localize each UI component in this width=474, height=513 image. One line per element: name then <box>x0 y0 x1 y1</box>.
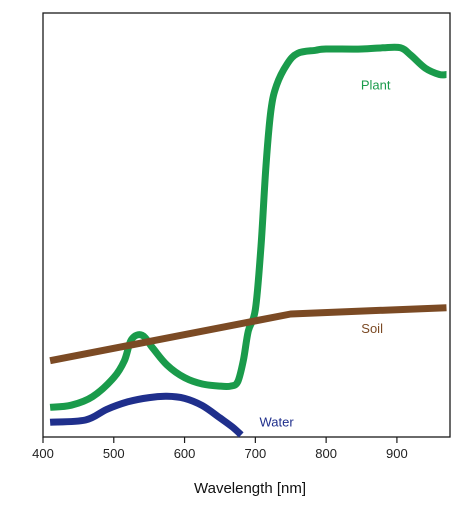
water-series-label: Water <box>259 414 294 429</box>
x-axis-title: Wavelength [nm] <box>194 480 306 497</box>
plot-frame <box>42 12 451 438</box>
water-series-line <box>49 392 244 438</box>
x-tick-label: 800 <box>315 446 337 461</box>
x-tick-label: 900 <box>386 446 408 461</box>
series-lines <box>49 43 447 438</box>
series-labels: Plant Soil Water <box>259 77 390 429</box>
plant-series-line <box>49 43 447 411</box>
x-tick-label: 400 <box>32 446 54 461</box>
x-tick-label: 600 <box>174 446 196 461</box>
x-axis-ticks: 400 500 600 700 800 900 <box>32 437 408 461</box>
x-tick-label: 700 <box>244 446 266 461</box>
x-tick-label: 500 <box>103 446 125 461</box>
plant-series-label: Plant <box>361 77 391 92</box>
soil-series-line <box>49 304 447 365</box>
soil-series-label: Soil <box>361 321 383 336</box>
